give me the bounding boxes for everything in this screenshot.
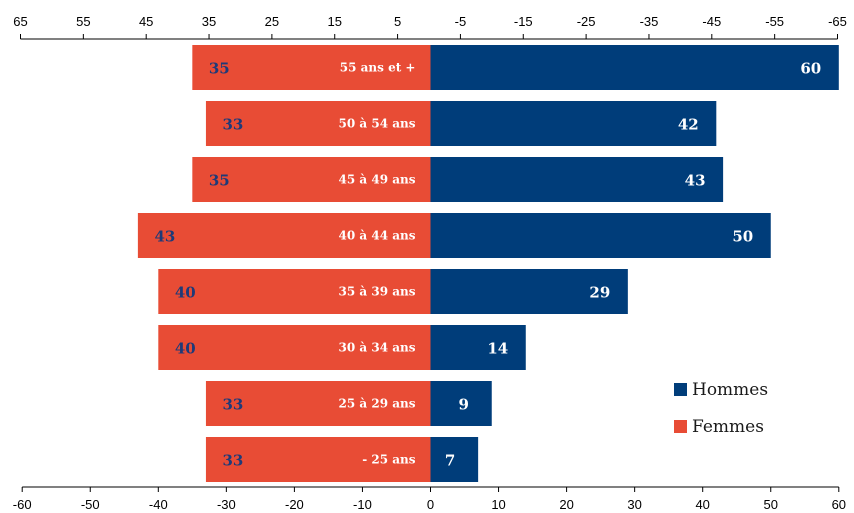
bar-femmes: [192, 157, 431, 202]
category-label: 50 à 54 ans: [339, 117, 416, 131]
data-label-hommes: 42: [678, 116, 699, 134]
bar-hommes: [430, 381, 492, 426]
bottom-tick-label: -40: [149, 497, 168, 512]
top-tick-label: 65: [13, 14, 27, 29]
data-label-hommes: 50: [732, 228, 753, 246]
data-label-hommes: 14: [487, 340, 508, 358]
category-label: 35 à 39 ans: [339, 285, 416, 299]
top-tick-label: 35: [202, 14, 216, 29]
bar-hommes: [430, 269, 628, 314]
bottom-tick-label: -20: [285, 497, 304, 512]
bottom-tick-label: -10: [353, 497, 372, 512]
data-label-femmes: 43: [154, 228, 175, 246]
data-label-femmes: 33: [222, 116, 243, 134]
legend-swatch-femmes: [674, 420, 687, 433]
bottom-tick-label: 10: [491, 497, 505, 512]
top-tick-label: 25: [265, 14, 279, 29]
legend-swatch-hommes: [674, 383, 687, 396]
bar-femmes: [192, 45, 431, 90]
bottom-tick-label: 40: [695, 497, 709, 512]
bar-femmes: [205, 437, 431, 482]
data-label-femmes: 35: [209, 60, 230, 78]
bottom-tick-label: 20: [559, 497, 573, 512]
legend-label: Femmes: [692, 417, 764, 437]
data-label-hommes: 60: [800, 60, 821, 78]
top-tick-label: 45: [139, 14, 153, 29]
bar-hommes: [430, 437, 479, 482]
bar-hommes: [430, 157, 724, 202]
data-label-hommes: 29: [589, 284, 610, 302]
data-label-femmes: 33: [222, 452, 243, 470]
top-tick-label: -15: [514, 14, 533, 29]
top-tick-label: 5: [394, 14, 401, 29]
legend: Hommes Femmes: [640, 372, 800, 442]
legend-box: [640, 372, 800, 442]
top-axis: 65 55 45 35 25 15 5 -5 -15 -25 -35 -45 -55 -65: [13, 14, 847, 40]
bottom-tick-label: 0: [427, 497, 434, 512]
top-tick-label: -65: [828, 14, 847, 29]
bar-femmes: [205, 381, 431, 426]
category-label: 45 à 49 ans: [339, 173, 416, 187]
data-label-femmes: 40: [175, 284, 196, 302]
category-label: - 25 ans: [362, 453, 416, 467]
category-label: 55 ans et +: [340, 61, 416, 75]
bottom-tick-label: 50: [764, 497, 778, 512]
bars: 55 ans et + 35 60 50 à 54 ans 33 42 45 à 49 an…: [137, 45, 839, 482]
bottom-tick-label: 30: [627, 497, 641, 512]
bar-femmes: [137, 213, 431, 258]
bottom-axis: -60 -50 -40 -30 -20 -10 0 10 20 30 40 50 60: [13, 486, 846, 512]
bar-hommes: [430, 325, 526, 370]
category-label: 30 à 34 ans: [339, 341, 416, 355]
data-label-femmes: 33: [222, 396, 243, 414]
data-label-hommes: 9: [459, 396, 469, 414]
data-label-femmes: 40: [175, 340, 196, 358]
bar-femmes: [205, 101, 431, 146]
bar-hommes: [430, 45, 839, 90]
data-label-hommes: 7: [445, 452, 455, 470]
data-label-hommes: 43: [685, 172, 706, 190]
bar-hommes: [430, 213, 771, 258]
bottom-tick-label: -60: [13, 497, 32, 512]
data-label-femmes: 35: [209, 172, 230, 190]
top-tick-label: -55: [765, 14, 784, 29]
legend-label: Hommes: [692, 380, 768, 400]
category-label: 25 à 29 ans: [339, 397, 416, 411]
top-tick-label: 15: [327, 14, 341, 29]
top-tick-label: 55: [76, 14, 90, 29]
bar-femmes: [158, 325, 431, 370]
bottom-tick-label: -50: [81, 497, 100, 512]
bottom-tick-label: -30: [217, 497, 236, 512]
top-tick-label: -45: [702, 14, 721, 29]
top-tick-label: -35: [640, 14, 659, 29]
top-tick-label: -25: [577, 14, 596, 29]
bottom-tick-label: 60: [832, 497, 846, 512]
category-label: 40 à 44 ans: [339, 229, 416, 243]
bar-hommes: [430, 101, 717, 146]
top-tick-label: -5: [455, 14, 467, 29]
bar-femmes: [158, 269, 431, 314]
